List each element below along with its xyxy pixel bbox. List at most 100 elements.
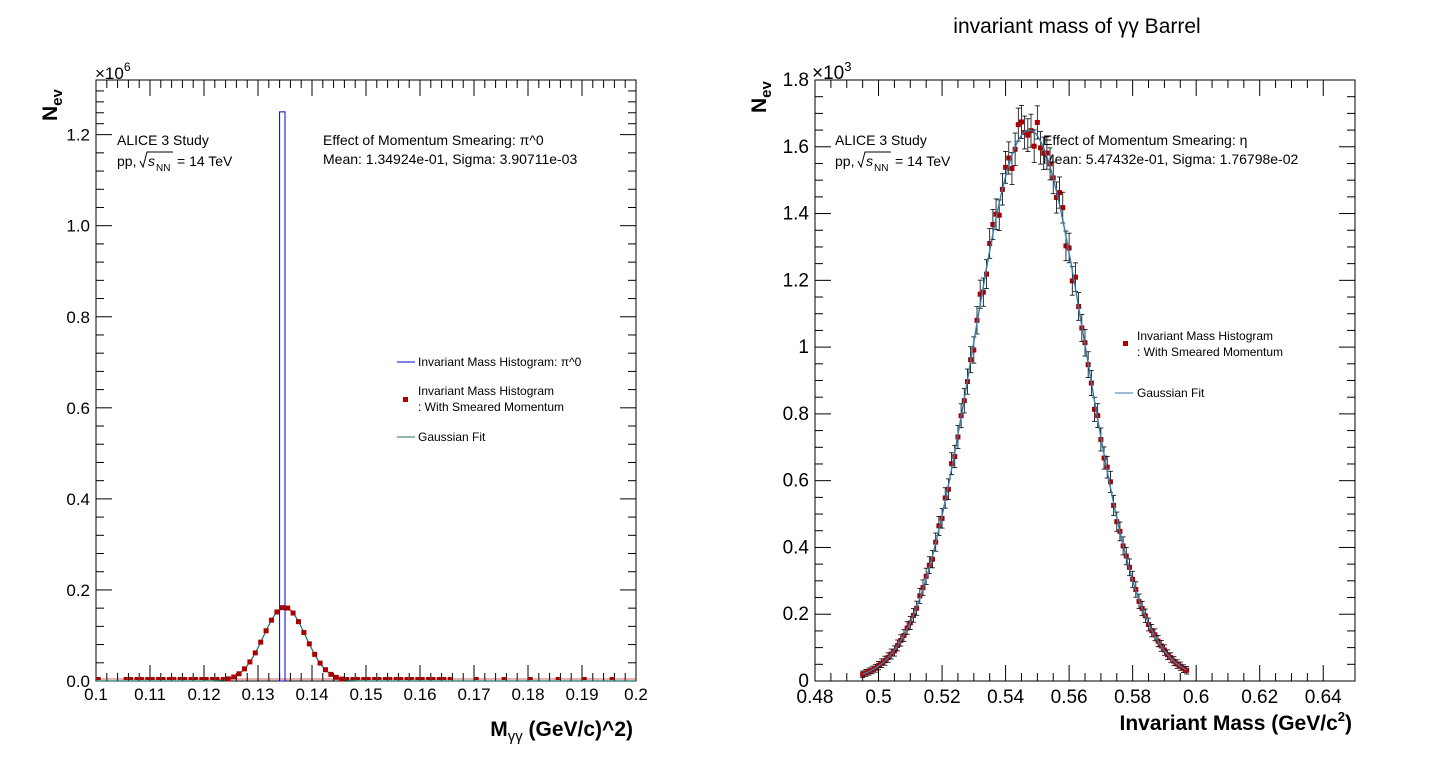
data-point	[1003, 164, 1009, 170]
y-tick-label: 1.8	[783, 70, 809, 91]
smeared-point	[247, 659, 253, 665]
smeared-point	[193, 677, 198, 680]
data-point	[1107, 479, 1113, 485]
data-point	[1184, 667, 1190, 673]
smeared-point	[290, 610, 296, 616]
smeared-point	[377, 677, 382, 680]
smeared-point	[210, 677, 215, 680]
smeared-point	[215, 677, 220, 680]
gaussian-fit-curve	[96, 606, 636, 682]
smeared-point	[555, 677, 560, 680]
smeared-point	[431, 677, 436, 680]
smeared-point	[279, 605, 285, 611]
right-smearing-label: Effect of Momentum Smearing: η	[1043, 132, 1247, 148]
data-point	[1015, 122, 1021, 128]
right-x-axis-title: Invariant Mass (GeV/c2)	[1120, 709, 1353, 735]
data-point	[1092, 406, 1098, 412]
legend-marker-smeared-right	[1123, 341, 1128, 346]
y-tick-label: 0.8	[783, 404, 809, 425]
smeared-point	[442, 677, 447, 680]
y-tick-label: 1.4	[783, 204, 810, 225]
smeared-point	[177, 677, 182, 680]
right-fit-stats: Mean: 5.47432e-01, Sigma: 1.76798e-02	[1043, 151, 1299, 167]
data-point	[1012, 146, 1018, 152]
smeared-point	[582, 677, 587, 680]
data-point	[1069, 278, 1075, 284]
right-y-axis-title: Nev	[748, 80, 775, 113]
smeared-point	[252, 650, 258, 656]
svg-text:NN: NN	[156, 163, 170, 174]
smeared-point	[372, 677, 377, 680]
data-point	[1066, 245, 1072, 251]
data-point	[860, 671, 866, 677]
x-tick-label: 0.18	[511, 685, 544, 704]
legend-label-smeared-right: Invariant Mass Histogram	[1137, 329, 1273, 343]
data-point	[1009, 165, 1015, 171]
legend-label-smeared: Invariant Mass Histogram	[418, 384, 554, 398]
data-point	[936, 523, 942, 529]
data-point	[1114, 519, 1120, 525]
y-tick-label: 0.4	[783, 537, 810, 558]
smeared-point	[161, 677, 166, 680]
y-tick-label: 0	[798, 671, 809, 692]
y-tick-label: 1.6	[783, 137, 809, 158]
data-point	[1018, 119, 1024, 125]
smeared-point	[204, 677, 209, 680]
data-point	[1047, 161, 1053, 167]
right-chart-title: invariant mass of γγ Barrel	[953, 15, 1200, 38]
smeared-point	[306, 641, 312, 647]
legend-label-smeared-right-2: : With Smeared Momentum	[1137, 345, 1283, 359]
data-point	[1104, 464, 1110, 470]
x-tick-label: 0.19	[565, 685, 598, 704]
left-plot-frame	[95, 79, 637, 682]
data-point	[1038, 145, 1044, 151]
left-y-multiplier: ×106	[95, 60, 131, 83]
left-legend: Invariant Mass Histogram: π^0 Invariant …	[397, 355, 582, 444]
left-y-tick-labels: 0.0 0.2 0.4 0.6 0.8 1.0 1.2	[66, 126, 90, 691]
svg-text:NN: NN	[874, 163, 888, 174]
x-tick-label: 0.11	[134, 685, 166, 704]
smeared-point	[258, 639, 264, 645]
x-tick-label: 0.15	[349, 685, 382, 704]
x-tick-label: 0.6	[1183, 687, 1209, 708]
smeared-point	[501, 677, 506, 680]
smeared-point	[355, 677, 360, 680]
y-tick-label: 0.2	[783, 604, 809, 625]
smeared-point	[366, 677, 371, 680]
data-point	[930, 556, 936, 562]
smeared-point	[415, 677, 420, 680]
legend-label-fit: Gaussian Fit	[418, 430, 486, 444]
y-tick-label: 1.2	[66, 126, 90, 145]
smeared-point	[474, 677, 479, 680]
smeared-point	[263, 628, 269, 634]
smeared-point	[339, 676, 345, 682]
left-x-axis-title: Mγγ (GeV/c)^2)	[490, 718, 633, 745]
right-legend: Invariant Mass Histogram : With Smeared …	[1115, 329, 1283, 400]
left-fit-stats: Mean: 1.34924e-01, Sigma: 3.90711e-03	[323, 151, 577, 167]
right-x-tick-labels: 0.48 0.5 0.52 0.54 0.56 0.58 0.6 0.62 0.64	[797, 687, 1343, 708]
smeared-point	[382, 677, 387, 680]
y-tick-label: 0.4	[66, 490, 90, 509]
legend-label-fit-right: Gaussian Fit	[1137, 386, 1205, 400]
data-point	[971, 347, 977, 353]
data-point	[984, 271, 990, 277]
svg-text:= 14 TeV: = 14 TeV	[177, 153, 233, 169]
data-point	[1006, 155, 1012, 161]
gaussian-fit-curve	[862, 129, 1187, 675]
data-point	[993, 211, 999, 217]
x-tick-label: 0.14	[295, 685, 328, 704]
smeared-point	[388, 677, 393, 680]
right-chart-panel: invariant mass of γγ Barrel 0.48 0.5 0.52 0…	[748, 15, 1356, 735]
smeared-point	[139, 677, 144, 680]
data-point	[990, 222, 996, 228]
data-point	[1057, 190, 1063, 196]
histogram-bar	[279, 111, 286, 682]
y-tick-label: 0.8	[66, 308, 90, 327]
smeared-point	[328, 671, 334, 677]
data-point	[917, 593, 923, 599]
y-tick-label: 1.0	[66, 217, 90, 236]
smeared-point	[285, 605, 291, 611]
right-study-label: ALICE 3 Study	[835, 132, 927, 148]
svg-text:= 14 TeV: = 14 TeV	[895, 153, 951, 169]
